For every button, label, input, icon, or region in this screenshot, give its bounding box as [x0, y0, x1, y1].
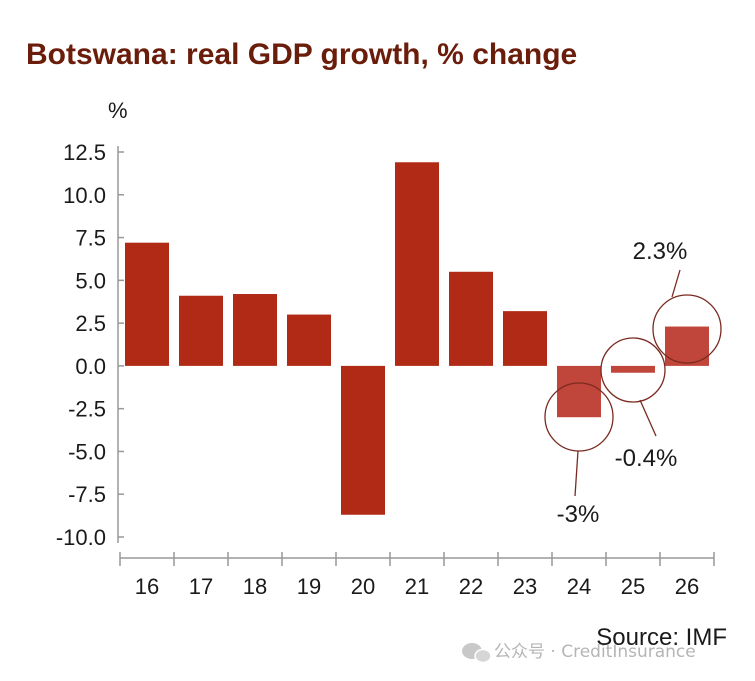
y-tick-label: 2.5: [75, 311, 106, 336]
y-tick-label: 12.5: [63, 140, 106, 165]
y-tick-label: -5.0: [68, 439, 106, 464]
bar-22: [449, 271, 493, 366]
y-tick-label: 10.0: [63, 183, 106, 208]
y-axis: 12.5 10.0 7.5 5.0 2.5 0.0 -2.5 -5.0 -7.5 -10.0: [56, 140, 124, 550]
annotations-group: -3% -0.4% 2.3%: [544, 238, 722, 528]
bar-24: [557, 365, 601, 418]
x-tick-label: 20: [351, 574, 375, 599]
y-tick-label: 0.0: [75, 354, 106, 379]
data-label-25: -0.4%: [615, 445, 678, 472]
x-tick-label: 24: [567, 574, 591, 599]
y-tick-label: -7.5: [68, 482, 106, 507]
y-tick-label: 7.5: [75, 226, 106, 251]
bar-21: [395, 162, 439, 366]
y-axis-unit-label: %: [108, 98, 128, 123]
data-label-24: -3%: [557, 501, 600, 528]
x-tick-label: 17: [189, 574, 213, 599]
x-axis: 16 17 18 19 20 21 22 23 24 25 26: [119, 552, 715, 599]
chart-title: Botswana: real GDP growth, % change: [26, 38, 577, 71]
callout-line-24: [574, 450, 579, 497]
x-tick-label: 25: [621, 574, 645, 599]
y-tick-label: -2.5: [68, 397, 106, 422]
x-tick-label: 23: [513, 574, 537, 599]
bar-25: [611, 365, 655, 373]
watermark-text: 公众号 · CreditInsurance: [494, 642, 696, 662]
callout-line-25: [639, 399, 657, 437]
highlight-circle-24: [544, 382, 614, 452]
callout-line-26: [671, 269, 681, 298]
wechat-logo-icon: [462, 643, 492, 664]
bar-16: [125, 242, 169, 366]
x-tick-label: 21: [405, 574, 429, 599]
x-tick-label: 22: [459, 574, 483, 599]
watermark: 公众号 · CreditInsurance: [462, 642, 696, 664]
bar-23: [503, 311, 547, 366]
highlight-circle-26: [652, 294, 722, 364]
bar-18: [233, 294, 277, 366]
bar-20: [341, 365, 385, 515]
y-tick-label: -10.0: [56, 525, 106, 550]
x-tick-label: 26: [675, 574, 699, 599]
bars-group: [125, 162, 709, 515]
source-label: Source: IMF: [596, 624, 727, 651]
x-tick-label: 16: [135, 574, 159, 599]
x-tick-label: 19: [297, 574, 321, 599]
bar-17: [179, 295, 223, 366]
bar-19: [287, 314, 331, 366]
x-tick-label: 18: [243, 574, 267, 599]
y-tick-label: 5.0: [75, 268, 106, 293]
data-label-26: 2.3%: [633, 238, 688, 265]
highlight-circle-25: [600, 337, 666, 403]
